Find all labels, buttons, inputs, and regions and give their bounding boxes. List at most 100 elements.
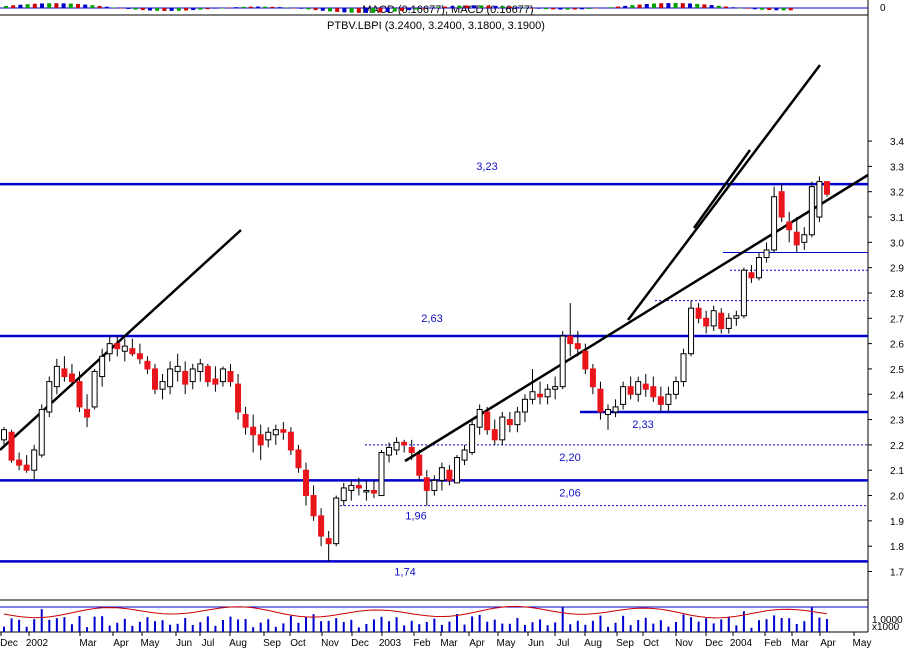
candle	[688, 300, 695, 357]
volume-bar	[523, 625, 526, 632]
volume-bar	[154, 621, 156, 632]
candle-body	[355, 484, 362, 489]
volume-bar	[320, 621, 323, 632]
candle-body	[650, 386, 657, 398]
macd-bar	[90, 5, 95, 8]
candle	[363, 480, 370, 501]
volume-bar	[403, 625, 406, 632]
macd-bar	[587, 8, 592, 9]
candle	[657, 386, 664, 412]
macd-bar	[126, 8, 131, 9]
candle-body	[340, 487, 347, 502]
candle	[378, 449, 385, 497]
macd-bar	[184, 8, 188, 11]
macd-bar	[25, 4, 30, 8]
candle-body	[786, 221, 793, 231]
candle	[68, 363, 75, 387]
candle	[1, 427, 7, 448]
candle-body	[416, 454, 423, 476]
candle	[499, 411, 506, 445]
macd-bar	[731, 7, 736, 8]
candle	[23, 455, 30, 473]
level-labels: 3,23 2,63 2,06 1,74 2,33 2,20 1,96	[394, 161, 653, 578]
macd-bar	[364, 8, 368, 13]
candle	[31, 444, 38, 481]
y-tick-label: 2.6	[890, 340, 904, 351]
volume-bars	[0, 605, 868, 632]
volume-bar	[101, 616, 104, 632]
candle-body	[378, 451, 385, 497]
candle-body	[672, 381, 679, 395]
x-tick-label: Jul	[557, 638, 570, 649]
volume-bar	[493, 619, 496, 632]
macd-bar	[709, 5, 714, 8]
candle	[627, 376, 634, 400]
candle	[552, 376, 559, 400]
x-tick-label: May	[141, 638, 160, 649]
candle-body	[91, 370, 98, 408]
macd-bar	[760, 8, 764, 10]
macd-bar	[313, 8, 318, 11]
candle-body	[235, 383, 242, 413]
candle-body	[197, 363, 204, 372]
volume-bar	[682, 614, 685, 632]
volume-bar	[342, 622, 345, 632]
candle	[763, 242, 770, 263]
candle-body	[401, 441, 408, 446]
volume-bar	[614, 622, 617, 632]
x-tick-label: Jun	[176, 638, 192, 649]
volume-bar	[191, 625, 194, 632]
candle	[189, 363, 196, 390]
candle-body	[348, 484, 355, 491]
candle-body	[68, 373, 75, 383]
x-tick-label: Feb	[413, 638, 431, 649]
volume-bar	[365, 624, 368, 632]
candle	[567, 303, 574, 357]
macd-bar	[637, 4, 642, 8]
candle-body	[121, 345, 128, 352]
macd-bar	[464, 5, 469, 8]
candle-body	[559, 335, 566, 388]
candle	[121, 338, 128, 362]
volume-bar	[214, 625, 217, 632]
candle	[325, 530, 332, 562]
volume-bar	[712, 623, 715, 632]
volume-bar	[644, 617, 647, 632]
macd-bar	[378, 8, 383, 13]
x-tick-label: Oct	[643, 638, 659, 649]
macd-bar	[392, 8, 397, 12]
candle	[469, 419, 476, 456]
volume-bar	[33, 619, 36, 632]
volume-bar	[18, 619, 21, 632]
candle-body	[657, 396, 664, 405]
candle-body	[152, 368, 158, 390]
macd-bar	[493, 5, 498, 8]
y-tick-label: 1.7	[890, 568, 904, 579]
volume-bar	[335, 618, 338, 632]
candle-body	[386, 446, 393, 456]
volume-bar	[229, 616, 232, 632]
candle-body	[310, 495, 317, 517]
candle	[725, 313, 732, 334]
candle-body	[423, 477, 430, 491]
candle-body	[703, 317, 710, 327]
annotation-label: 1,96	[405, 511, 426, 523]
macd-bar	[292, 8, 296, 9]
volume-bar	[758, 620, 760, 632]
candle-body	[136, 353, 143, 360]
macd-bar	[421, 8, 426, 9]
volume-bar	[818, 617, 821, 632]
volume-bar	[161, 620, 164, 632]
volume-bar	[516, 618, 519, 632]
macd-bar	[284, 7, 289, 9]
y-tick-label: 3.1	[890, 213, 904, 224]
volume-bar	[221, 620, 224, 632]
macd-bar	[695, 3, 700, 9]
candle	[680, 348, 687, 387]
candle-body	[61, 368, 68, 378]
candle-body	[106, 343, 113, 355]
x-tick-label: May	[853, 638, 872, 649]
candle-body	[16, 459, 23, 466]
volume-bar	[773, 615, 776, 632]
candle	[514, 406, 521, 433]
